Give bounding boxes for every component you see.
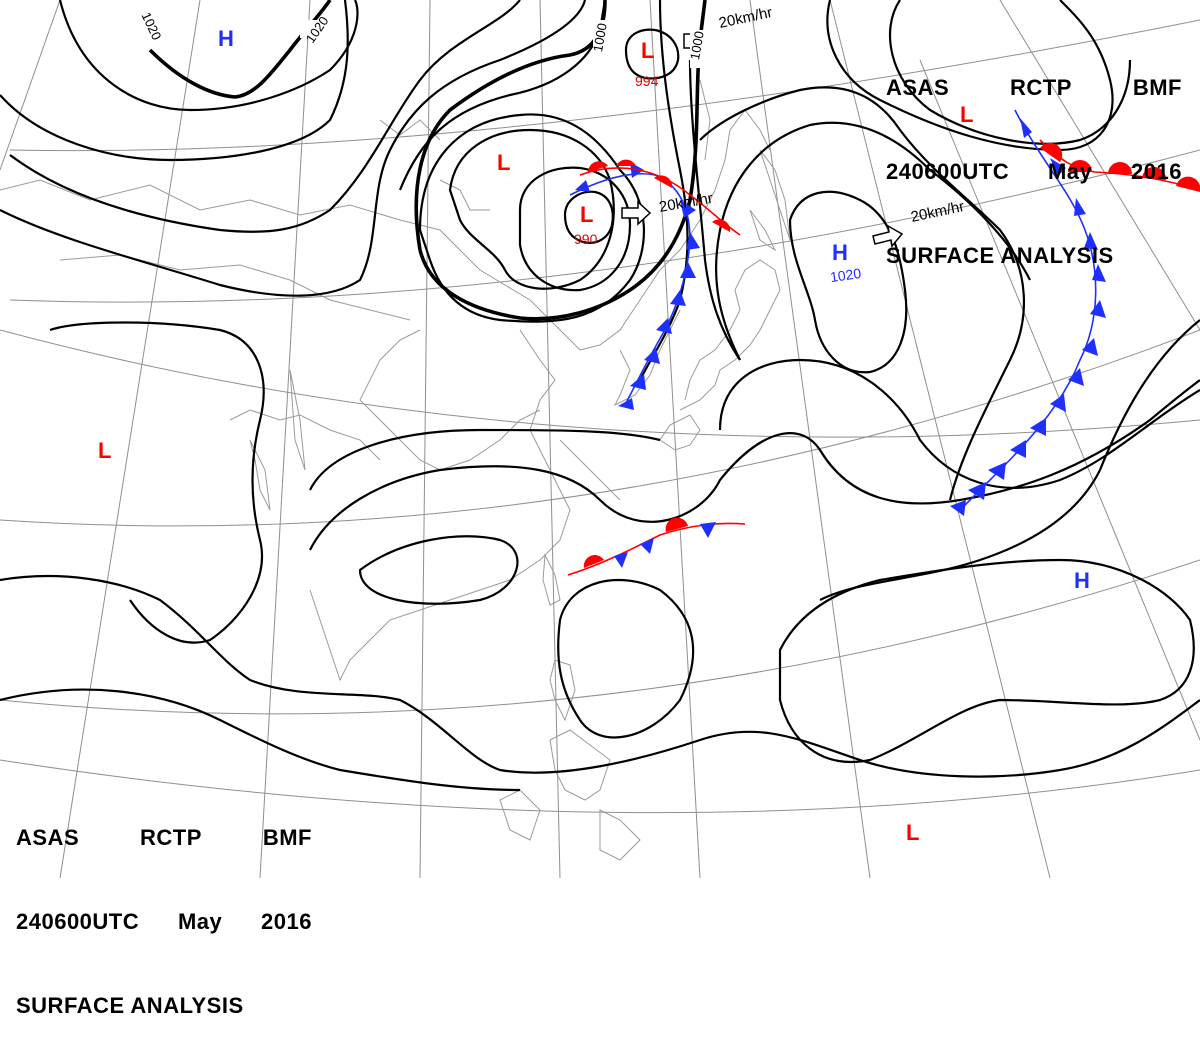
chart-title: SURFACE ANALYSIS [886, 243, 1114, 268]
isobar-label: 1000 [687, 30, 707, 61]
agency-code: ASAS [886, 75, 950, 100]
office-code: BMF [262, 825, 312, 850]
surface-analysis-map: 1020 1020 1000 1000 [0, 0, 1200, 878]
pressure-value: 1020 [829, 265, 862, 285]
header-row-time: 240600UTC May 2016 [16, 908, 312, 936]
warm-front-north [579, 159, 741, 236]
low-pressure-symbol: L [960, 102, 973, 127]
pressure-value: 994 [635, 73, 659, 89]
station-code: RCTP [140, 825, 202, 850]
low-pressure-symbol: L [906, 820, 919, 845]
high-pressure-symbol: H [832, 240, 848, 265]
low-pressure-symbol: L [98, 438, 111, 463]
high-pressure-symbol: H [218, 26, 234, 51]
pressure-value: 990 [574, 231, 598, 247]
station-code: RCTP [1010, 75, 1072, 100]
bracket-icon [683, 33, 690, 49]
stationary-front-taiwan [567, 517, 746, 576]
motion-arrows [621, 33, 904, 248]
chart-header-top: ASAS RCTP BMF 240600UTC May 2016 SURFACE… [886, 18, 1182, 298]
motion-speed-label: 20km/hr [717, 4, 774, 32]
valid-time: 240600UTC [886, 159, 1010, 184]
month: May [1047, 159, 1093, 184]
motion-arrow-icon [621, 200, 652, 226]
isobar-labels: 1020 1020 1000 1000 [135, 10, 708, 68]
year: 2016 [1131, 159, 1182, 184]
chart-header-bottom: ASAS RCTP BMF 240600UTC May 2016 SURFACE… [16, 768, 312, 1048]
header-row-source: ASAS RCTP BMF [16, 824, 312, 852]
motion-arrow-icon [872, 224, 904, 248]
month: May [177, 909, 223, 934]
high-pressure-symbol: H [1074, 568, 1090, 593]
agency-code: ASAS [16, 825, 80, 850]
low-pressure-symbol: L [641, 38, 654, 63]
warm-front-east [1039, 139, 1200, 192]
isobar-label: 1000 [590, 22, 610, 53]
header-row-source: ASAS RCTP BMF [886, 74, 1182, 102]
office-code: BMF [1132, 75, 1182, 100]
year: 2016 [261, 909, 312, 934]
valid-time: 240600UTC [16, 909, 140, 934]
isobars [0, 0, 1200, 792]
pressure-centers: H L 994 L L 990 H 1020 L L H L [98, 26, 1090, 845]
cold-front-korea [569, 162, 700, 410]
chart-title: SURFACE ANALYSIS [16, 993, 244, 1018]
coastlines [0, 79, 791, 861]
cold-front-east [950, 109, 1106, 516]
low-pressure-symbol: L [580, 202, 593, 227]
header-row-time: 240600UTC May 2016 [886, 158, 1182, 186]
low-pressure-symbol: L [497, 150, 510, 175]
